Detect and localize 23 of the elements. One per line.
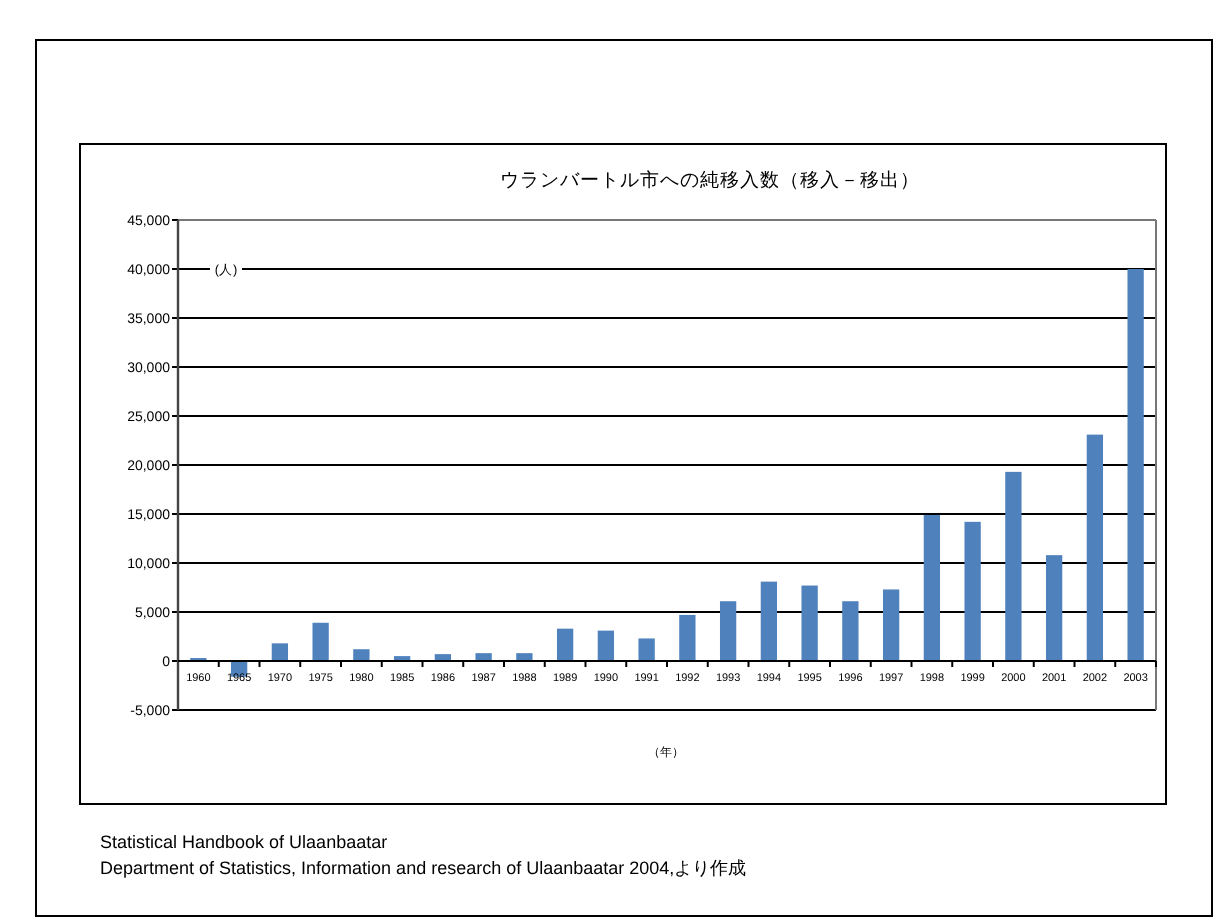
bar bbox=[679, 614, 696, 661]
chart-title: ウランバートル市への純移入数（移入－移出） bbox=[500, 168, 920, 192]
bar bbox=[1086, 434, 1104, 661]
bar bbox=[964, 521, 981, 661]
bar bbox=[842, 601, 859, 661]
bar bbox=[475, 653, 492, 661]
bar bbox=[638, 638, 655, 661]
bar bbox=[353, 649, 370, 661]
bar bbox=[271, 643, 289, 661]
bar bbox=[801, 585, 818, 661]
text: Department of Statistics, Information and research of Ulaanbaatar 2004,より作成 bbox=[100, 858, 747, 878]
bar bbox=[882, 589, 900, 661]
bar bbox=[1127, 269, 1144, 661]
bar bbox=[923, 514, 941, 661]
bar bbox=[760, 581, 778, 661]
text: Statistical Handbook of Ulaanbaatar bbox=[100, 832, 388, 852]
bar bbox=[1045, 555, 1063, 661]
bar bbox=[597, 630, 615, 661]
bar bbox=[312, 622, 329, 661]
bar bbox=[719, 601, 737, 661]
bar bbox=[516, 653, 533, 661]
bar bbox=[1005, 471, 1022, 661]
bar bbox=[556, 628, 574, 661]
